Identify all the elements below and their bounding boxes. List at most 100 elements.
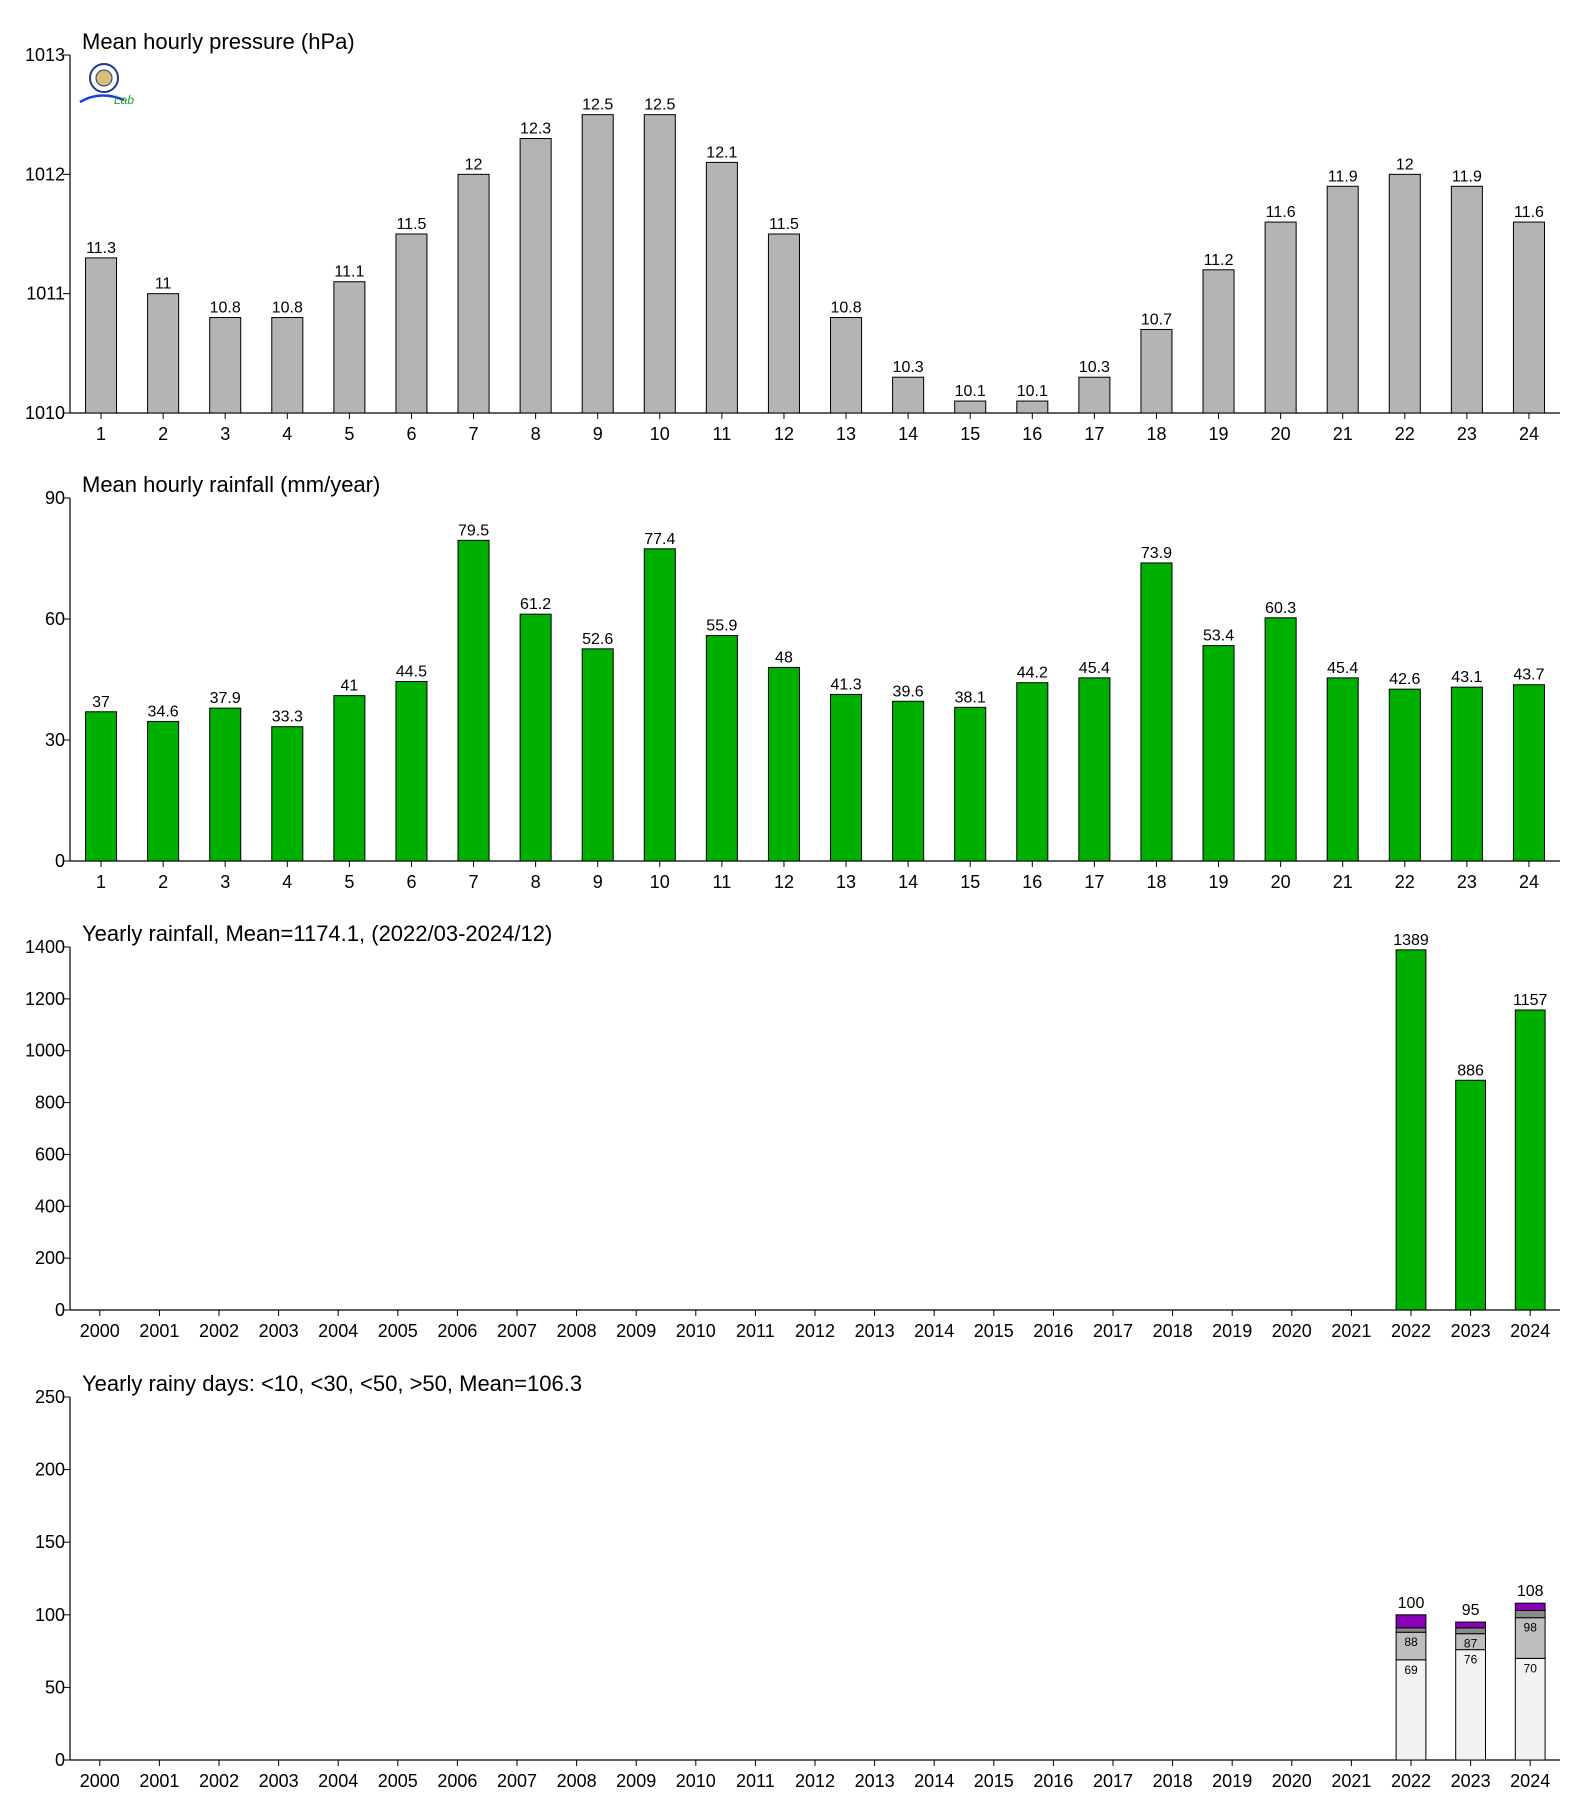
bar xyxy=(705,161,738,414)
x-tick-label: 2001 xyxy=(139,1771,179,1791)
y-tick-label: 200 xyxy=(35,1248,65,1268)
y-tick-label: 150 xyxy=(35,1532,65,1552)
bar-value-label: 41.3 xyxy=(830,676,861,693)
bar xyxy=(1078,376,1111,414)
x-tick-label: 7 xyxy=(469,424,479,444)
bar-value-label: 77.4 xyxy=(644,531,675,548)
x-tick-label: 2 xyxy=(158,872,168,892)
x-tick-label: 2013 xyxy=(855,1771,895,1791)
bar-value-label: 12 xyxy=(1396,156,1414,173)
bar xyxy=(1514,1009,1546,1311)
stack-segment xyxy=(1395,1659,1427,1761)
x-tick-label: 2008 xyxy=(557,1321,597,1341)
stack-total-label: 95 xyxy=(1462,1602,1480,1619)
bar xyxy=(209,707,242,862)
bar-value-label: 60.3 xyxy=(1265,600,1296,617)
bar xyxy=(767,666,800,862)
x-tick-label: 23 xyxy=(1457,872,1477,892)
bar-value-label: 11.3 xyxy=(86,240,116,257)
x-tick-label: 22 xyxy=(1395,872,1415,892)
bar xyxy=(1202,269,1235,414)
bar-value-label: 12 xyxy=(465,156,483,173)
x-tick-label: 2021 xyxy=(1331,1771,1371,1791)
bar xyxy=(395,233,428,414)
bar xyxy=(1016,682,1049,862)
x-tick-label: 21 xyxy=(1333,424,1353,444)
bar-value-label: 38.1 xyxy=(955,689,986,706)
bar xyxy=(271,726,304,862)
x-tick-label: 2009 xyxy=(616,1321,656,1341)
y-tick-label: 0 xyxy=(55,851,65,871)
bar-value-label: 11.5 xyxy=(396,216,426,233)
x-tick-label: 2008 xyxy=(557,1771,597,1791)
stack-segment xyxy=(1514,1609,1546,1619)
x-tick-label: 2022 xyxy=(1391,1771,1431,1791)
x-tick-label: 2014 xyxy=(914,1771,954,1791)
x-tick-label: 2010 xyxy=(676,1321,716,1341)
bar xyxy=(271,317,304,414)
x-tick-label: 2020 xyxy=(1272,1321,1312,1341)
station-logo: Lab xyxy=(79,63,134,107)
bar xyxy=(1455,1079,1486,1311)
x-tick-label: 2013 xyxy=(855,1321,895,1341)
x-tick-label: 4 xyxy=(282,424,292,444)
bar xyxy=(830,693,863,862)
x-tick-label: 19 xyxy=(1209,872,1229,892)
x-tick-label: 16 xyxy=(1022,424,1042,444)
stack-segment xyxy=(1395,1627,1427,1633)
x-tick-label: 17 xyxy=(1084,424,1104,444)
bar-value-label: 79.5 xyxy=(458,522,489,539)
bar-value-label: 44.2 xyxy=(1017,665,1048,682)
x-tick-label: 2024 xyxy=(1510,1321,1550,1341)
bar xyxy=(830,317,863,414)
bar xyxy=(767,233,800,414)
bar xyxy=(519,138,552,414)
bar-value-label: 52.6 xyxy=(582,631,613,648)
bar-value-label: 11.6 xyxy=(1514,204,1544,221)
x-tick-label: 15 xyxy=(960,872,980,892)
x-tick-label: 10 xyxy=(650,424,670,444)
bar xyxy=(954,400,987,414)
x-tick-label: 11 xyxy=(713,424,732,444)
bar xyxy=(209,317,242,414)
x-tick-label: 2009 xyxy=(616,1771,656,1791)
y-tick-label: 600 xyxy=(35,1144,65,1164)
bar xyxy=(581,648,614,862)
bar-value-label: 55.9 xyxy=(706,618,737,635)
bar xyxy=(1450,185,1483,414)
chart-title: Yearly rainfall, Mean=1174.1, (2022/03-2… xyxy=(82,921,552,946)
y-tick-label: 1012 xyxy=(25,164,65,184)
x-tick-label: 18 xyxy=(1146,424,1166,444)
bar-value-label: 10.8 xyxy=(830,300,861,317)
x-tick-label: 5 xyxy=(344,424,354,444)
bar xyxy=(705,635,738,862)
bar-value-label: 11 xyxy=(155,276,172,293)
stack-segment-label: 98 xyxy=(1524,1621,1538,1635)
x-tick-label: 2012 xyxy=(795,1771,835,1791)
x-tick-label: 2018 xyxy=(1153,1771,1193,1791)
bar-value-label: 37 xyxy=(92,694,110,711)
x-tick-label: 2004 xyxy=(318,1771,358,1791)
bar xyxy=(892,376,925,414)
y-tick-label: 1000 xyxy=(25,1041,65,1061)
y-tick-label: 200 xyxy=(35,1460,65,1480)
stack-segment-label: 69 xyxy=(1404,1663,1418,1677)
y-tick-label: 0 xyxy=(55,1750,65,1770)
bar-value-label: 12.1 xyxy=(706,144,737,161)
bar xyxy=(147,720,180,862)
bar-value-label: 11.6 xyxy=(1266,204,1296,221)
bar xyxy=(85,257,118,414)
bar-value-label: 33.3 xyxy=(272,709,303,726)
bar-value-label: 10.3 xyxy=(893,359,924,376)
x-tick-label: 2006 xyxy=(437,1771,477,1791)
x-tick-label: 2007 xyxy=(497,1771,537,1791)
bar-value-label: 42.6 xyxy=(1389,671,1420,688)
x-tick-label: 7 xyxy=(469,872,479,892)
bar xyxy=(1140,562,1173,862)
x-tick-label: 10 xyxy=(650,872,670,892)
bar xyxy=(457,539,490,862)
y-tick-label: 100 xyxy=(35,1605,65,1625)
bar-value-label: 10.8 xyxy=(210,300,241,317)
